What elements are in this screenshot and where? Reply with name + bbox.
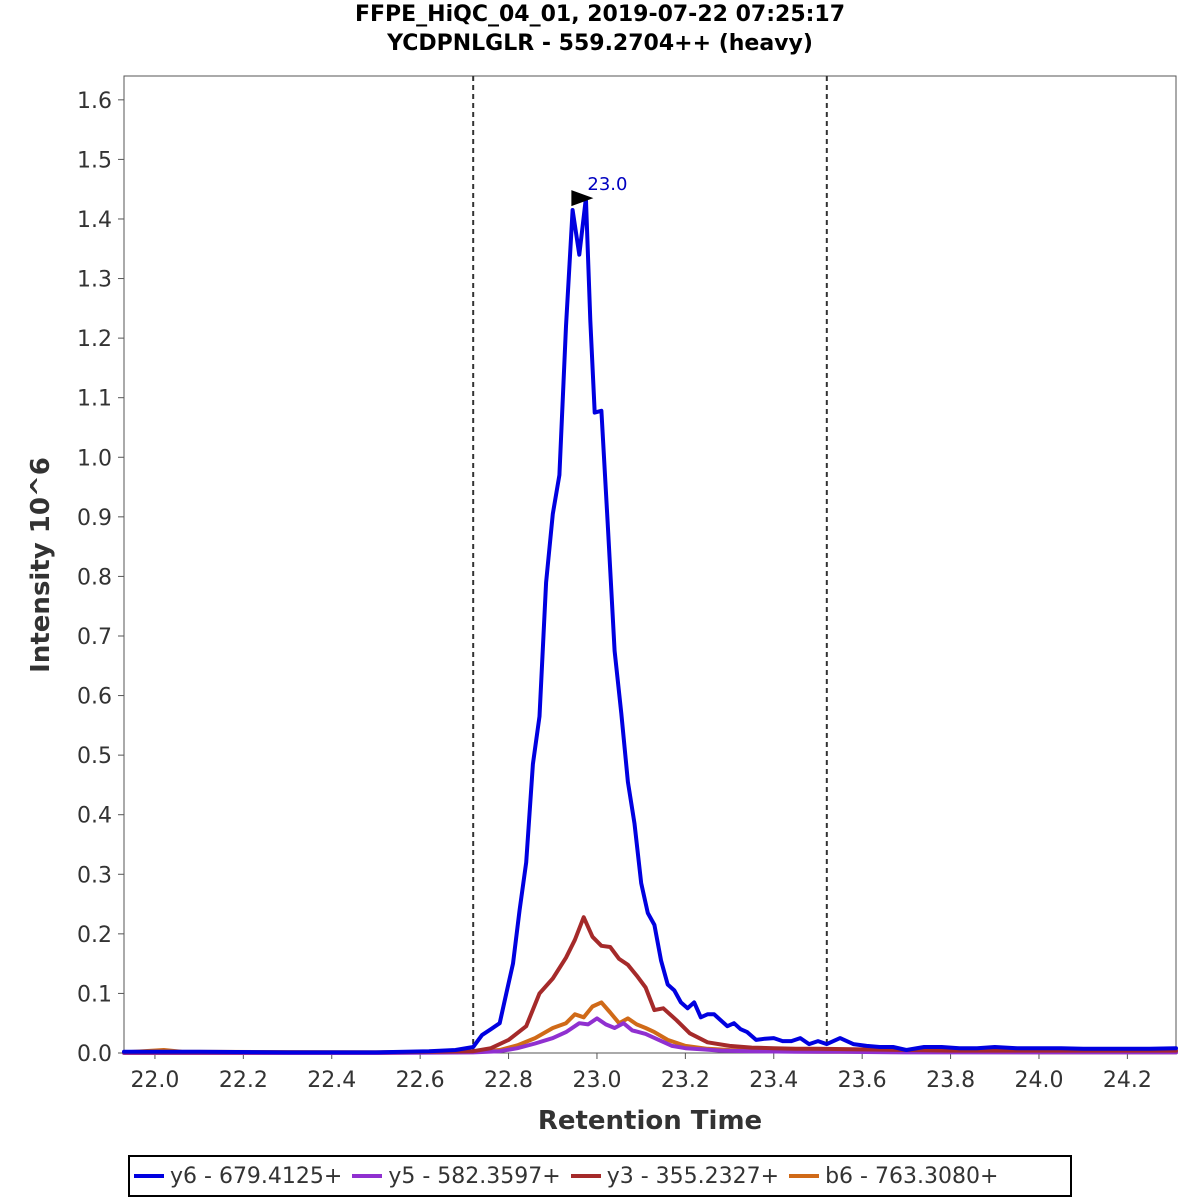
- legend-swatch-y6: [134, 1174, 164, 1178]
- legend-swatch-y3: [570, 1174, 601, 1178]
- peak-annotation-group: 23.0: [571, 174, 627, 207]
- legend-swatch-y5: [352, 1174, 383, 1178]
- y-tick-label: 0.9: [77, 506, 112, 531]
- y-tick-label: 1.3: [77, 268, 112, 293]
- plot-area: [123, 75, 1177, 1054]
- x-tick-label: 23.0: [572, 1068, 621, 1093]
- y-tick-label: 1.0: [77, 446, 112, 471]
- x-tick-label: 22.4: [307, 1068, 356, 1093]
- legend: y6 - 679.4125+ y5 - 582.3597+ y3 - 355.2…: [128, 1155, 1072, 1197]
- peak-boundaries: [472, 76, 828, 1053]
- legend-label-b6: b6 - 763.3080+: [825, 1163, 999, 1189]
- y-tick-label: 0.7: [77, 625, 112, 650]
- x-tick-label: 23.8: [926, 1068, 975, 1093]
- peak-arrow-icon: [571, 190, 594, 207]
- x-tick-label: 23.2: [661, 1068, 710, 1093]
- x-tick-label: 24.2: [1103, 1068, 1152, 1093]
- series-line-y3: [122, 915, 1178, 1055]
- legend-item-y3: y3 - 355.2327+: [570, 1163, 780, 1189]
- y-axis: 0.0 0.1 0.2 0.3 0.4 0.5 0.6 0.7 0.8 0.9 1.0 1.1 1.2 1…: [77, 89, 124, 1067]
- y-tick-label: 0.0: [77, 1042, 112, 1067]
- series-line-y6: [122, 196, 1178, 1055]
- y-axis-label: Intensity 10^6: [26, 457, 56, 673]
- legend-label-y3: y3 - 355.2327+: [606, 1163, 780, 1189]
- chart-title: FFPE_HiQC_04_01, 2019-07-22 07:25:17: [354, 2, 846, 27]
- y-tick-label: 1.6: [77, 89, 112, 114]
- y-tick-label: 0.8: [77, 565, 112, 590]
- x-tick-label: 23.4: [749, 1068, 798, 1093]
- y-tick-label: 0.6: [77, 685, 112, 710]
- x-tick-label: 24.0: [1014, 1068, 1063, 1093]
- y-tick-label: 1.5: [77, 148, 112, 173]
- x-axis: 22.0 22.2 22.4 22.6 22.8 23.0 23.2 23.4 23.6 23.8…: [130, 1053, 1152, 1093]
- legend-item-b6: b6 - 763.3080+: [789, 1164, 998, 1189]
- y-tick-label: 1.1: [77, 387, 112, 412]
- x-tick-label: 23.6: [838, 1068, 887, 1093]
- y-tick-label: 0.4: [77, 804, 112, 829]
- x-tick-label: 22.6: [396, 1068, 445, 1093]
- y-tick-label: 0.2: [77, 923, 112, 948]
- x-tick-label: 22.2: [219, 1068, 268, 1093]
- legend-item-y6: y6 - 679.4125+: [134, 1164, 342, 1189]
- x-tick-label: 22.0: [130, 1068, 179, 1093]
- legend-swatch-b6: [789, 1174, 820, 1178]
- legend-item-y5: y5 - 582.3597+: [352, 1163, 561, 1189]
- chart-subtitle: YCDPNLGLR - 559.2704++ (heavy): [387, 31, 813, 56]
- y-tick-label: 1.4: [77, 208, 112, 233]
- peak-annotation-label: 23.0: [587, 174, 627, 195]
- series-lines: [122, 196, 1178, 1055]
- legend-label-y5: y5 - 582.3597+: [388, 1163, 561, 1189]
- y-tick-label: 0.1: [77, 982, 112, 1007]
- x-axis-label: Retention Time: [538, 1106, 762, 1136]
- y-tick-label: 0.3: [77, 863, 112, 888]
- y-tick-label: 1.2: [77, 327, 112, 352]
- series-line-y5: [122, 1016, 1178, 1055]
- y-tick-label: 0.5: [77, 744, 112, 769]
- chromatogram-chart: 0.0 0.1 0.2 0.3 0.4 0.5 0.6 0.7 0.8 0.9 1.0 1.1 1.2 1…: [26, 75, 1178, 1136]
- legend-label-y6: y6 - 679.4125+: [170, 1163, 343, 1189]
- x-tick-label: 22.8: [484, 1068, 533, 1093]
